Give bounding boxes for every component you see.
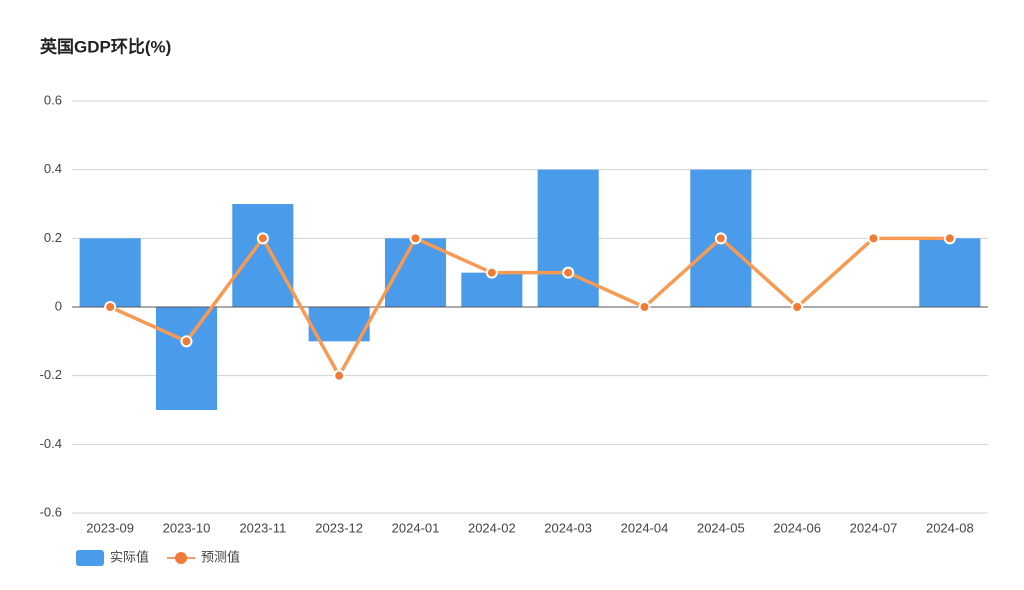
point — [562, 266, 575, 279]
chart-title: 英国GDP环比(%) — [40, 36, 171, 56]
x-tick-label: 2023-10 — [163, 520, 211, 535]
y-tick-label: 0.6 — [44, 92, 62, 107]
legend-swatch — [175, 552, 188, 564]
bar — [537, 169, 599, 307]
legend-label: 实际值 — [110, 549, 149, 564]
point — [638, 301, 651, 313]
y-tick-label: -0.4 — [40, 436, 62, 451]
point — [943, 232, 956, 245]
point — [104, 301, 117, 313]
x-tick-label: 2024-08 — [926, 520, 974, 535]
x-tick-label: 2024-07 — [850, 520, 898, 535]
point — [256, 232, 269, 245]
point — [791, 301, 804, 313]
x-tick-label: 2023-12 — [315, 520, 363, 535]
y-tick-label: -0.2 — [40, 367, 62, 382]
bar — [232, 204, 294, 307]
y-tick-label: 0 — [55, 298, 62, 313]
legend-swatch — [76, 550, 104, 566]
point — [409, 232, 422, 245]
x-tick-label: 2024-06 — [773, 520, 821, 535]
bar — [155, 307, 218, 410]
point — [867, 232, 880, 245]
line — [109, 236, 950, 378]
point — [333, 369, 346, 382]
point — [714, 232, 727, 245]
x-tick-label: 2024-03 — [544, 520, 592, 535]
x-tick-label: 2024-01 — [392, 520, 440, 535]
x-tick-label: 2023-11 — [239, 520, 286, 535]
x-tick-label: 2024-02 — [468, 520, 516, 535]
x-tick-label: 2024-05 — [697, 520, 745, 535]
legend-label: 预测值 — [201, 549, 240, 564]
bar — [919, 238, 981, 307]
y-tick-label: 0.2 — [44, 230, 62, 245]
x-tick-label: 2024-04 — [621, 520, 669, 535]
bar — [79, 238, 141, 307]
x-tick-label: 2023-09 — [86, 520, 134, 535]
y-tick-label: -0.6 — [40, 504, 62, 519]
y-tick-label: 0.4 — [44, 161, 62, 176]
point — [180, 335, 193, 348]
point — [485, 266, 498, 279]
